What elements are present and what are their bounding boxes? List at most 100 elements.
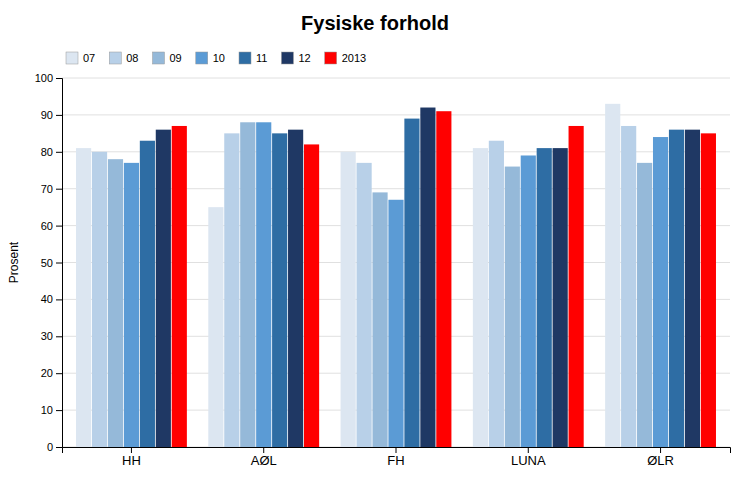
bar xyxy=(256,122,271,447)
x-tick-label: AØL xyxy=(251,453,277,468)
y-tick: 70 xyxy=(41,183,62,195)
y-tick-mark xyxy=(56,115,62,116)
bar xyxy=(553,148,568,447)
bar xyxy=(224,133,239,447)
legend-swatch xyxy=(66,52,78,64)
y-tick: 90 xyxy=(41,109,62,121)
legend-item: 08 xyxy=(109,52,138,64)
y-tick: 40 xyxy=(41,293,62,305)
bar xyxy=(304,144,319,447)
bar xyxy=(537,148,552,447)
y-tick-mark xyxy=(56,336,62,337)
x-tick-mark xyxy=(660,447,661,453)
y-tick-mark xyxy=(56,152,62,153)
legend-swatch xyxy=(325,52,337,64)
bar xyxy=(569,126,584,447)
y-tick-label: 20 xyxy=(41,367,53,379)
y-tick-label: 80 xyxy=(41,146,53,158)
bar xyxy=(621,126,636,447)
x-tick-mark xyxy=(528,447,529,453)
x-tick-mark xyxy=(263,447,264,453)
bar xyxy=(473,148,488,447)
bar xyxy=(108,159,123,447)
legend: 0708091011122013 xyxy=(66,52,366,64)
y-tick-mark xyxy=(56,299,62,300)
series xyxy=(76,104,620,447)
bar xyxy=(357,163,372,447)
bar xyxy=(388,200,403,447)
bar xyxy=(605,104,620,447)
y-tick-label: 90 xyxy=(41,109,53,121)
legend-item: 11 xyxy=(239,52,267,64)
x-tick-mark xyxy=(131,447,132,453)
x-tick: HH xyxy=(122,447,141,468)
plot: 0 10 20 30 40 50 60 70 80 90 100 HH AØL FH LUNA ØLR xyxy=(35,72,731,468)
y-tick: 100 xyxy=(35,72,62,84)
y-tick-mark xyxy=(56,189,62,190)
x-tick-label: HH xyxy=(122,453,141,468)
bar xyxy=(521,155,536,447)
bar xyxy=(685,130,700,447)
bar xyxy=(436,111,451,447)
legend-item: 07 xyxy=(66,52,95,64)
y-tick-label: 0 xyxy=(47,441,53,453)
y-tick-label: 10 xyxy=(41,404,53,416)
x-tick-label: LUNA xyxy=(511,453,546,468)
bar xyxy=(669,130,684,447)
y-tick: 30 xyxy=(41,330,62,342)
x-tick: FH xyxy=(387,447,404,468)
y-tick-label: 40 xyxy=(41,293,53,305)
y-tick-label: 60 xyxy=(41,220,53,232)
y-tick-label: 70 xyxy=(41,183,53,195)
bar xyxy=(653,137,668,447)
y-tick-mark xyxy=(56,447,62,448)
legend-label: 11 xyxy=(256,52,267,64)
bar xyxy=(505,167,520,447)
grid-line xyxy=(62,114,730,115)
bar xyxy=(404,119,419,447)
legend-item: 09 xyxy=(153,52,182,64)
grid xyxy=(62,78,730,447)
x-tick: AØL xyxy=(251,447,277,468)
y-tick: 10 xyxy=(41,404,62,416)
legend-swatch xyxy=(239,52,251,64)
legend-label: 12 xyxy=(298,52,310,64)
series xyxy=(124,122,668,447)
x-axis: HH AØL FH LUNA ØLR xyxy=(63,447,731,468)
series xyxy=(92,126,636,447)
bar xyxy=(208,207,223,447)
y-tick-mark xyxy=(56,226,62,227)
legend-item: 2013 xyxy=(325,52,366,64)
bar xyxy=(76,148,91,447)
bar xyxy=(701,133,716,447)
y-axis-line xyxy=(56,79,63,448)
bar xyxy=(240,122,255,447)
y-tick: 60 xyxy=(41,220,62,232)
legend-label: 07 xyxy=(83,52,95,64)
x-tick: LUNA xyxy=(511,447,546,468)
legend-label: 2013 xyxy=(342,52,366,64)
y-tick-label: 50 xyxy=(41,257,53,269)
legend-swatch xyxy=(196,52,208,64)
legend-swatch xyxy=(153,52,165,64)
chart: Fysiske forhold0102030405060708090100HHA… xyxy=(0,0,750,487)
bar xyxy=(156,130,171,447)
x-tick: ØLR xyxy=(647,447,674,468)
y-tick: 20 xyxy=(41,367,62,379)
bar xyxy=(140,141,155,447)
y-axis-title: Prosent xyxy=(7,241,21,283)
bar xyxy=(341,152,356,447)
series xyxy=(140,119,684,447)
series xyxy=(108,122,652,447)
legend-swatch xyxy=(281,52,293,64)
y-tick: 80 xyxy=(41,146,62,158)
y-tick-label: 30 xyxy=(41,330,53,342)
x-tick-mark xyxy=(396,447,397,453)
y-tick-mark xyxy=(56,410,62,411)
bar xyxy=(288,130,303,447)
bar xyxy=(420,108,435,447)
bar xyxy=(172,126,187,447)
x-tick-label: ØLR xyxy=(647,453,674,468)
legend-item: 12 xyxy=(281,52,310,64)
legend-label: 09 xyxy=(170,52,182,64)
